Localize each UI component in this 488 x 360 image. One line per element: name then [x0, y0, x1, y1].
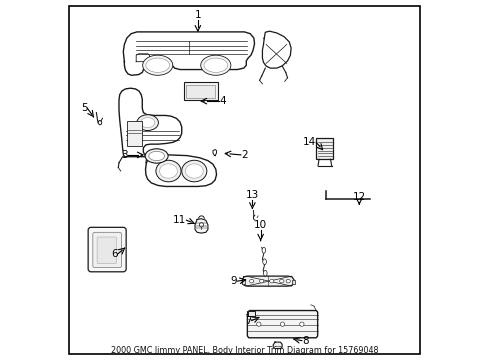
FancyBboxPatch shape	[97, 237, 116, 264]
Ellipse shape	[145, 58, 169, 72]
Text: 14: 14	[303, 138, 316, 147]
Text: 3: 3	[121, 150, 128, 160]
Ellipse shape	[142, 55, 172, 75]
FancyBboxPatch shape	[88, 227, 126, 272]
Text: 11: 11	[173, 215, 186, 225]
Ellipse shape	[145, 149, 168, 163]
Bar	[247, 311, 255, 316]
Ellipse shape	[199, 223, 203, 227]
Bar	[185, 85, 215, 98]
Ellipse shape	[256, 322, 261, 326]
Bar	[126, 121, 142, 145]
Bar	[291, 280, 294, 284]
Ellipse shape	[280, 322, 284, 326]
Ellipse shape	[262, 259, 266, 265]
Ellipse shape	[299, 322, 304, 326]
Bar	[183, 82, 217, 100]
Polygon shape	[247, 311, 317, 338]
Ellipse shape	[182, 160, 206, 182]
FancyBboxPatch shape	[93, 232, 121, 267]
Text: 6: 6	[111, 248, 118, 258]
Ellipse shape	[285, 279, 290, 283]
Ellipse shape	[262, 247, 265, 253]
Text: 10: 10	[254, 220, 266, 230]
Ellipse shape	[249, 279, 253, 283]
Ellipse shape	[148, 151, 164, 161]
Polygon shape	[242, 276, 293, 286]
Bar	[242, 280, 244, 284]
Text: 13: 13	[245, 190, 259, 200]
Ellipse shape	[259, 279, 264, 283]
Ellipse shape	[156, 160, 181, 182]
Polygon shape	[195, 219, 207, 233]
Ellipse shape	[269, 279, 273, 283]
Text: 2000 GMC Jimmy PANEL, Body Interior Trim Diagram for 15769048: 2000 GMC Jimmy PANEL, Body Interior Trim…	[110, 346, 378, 355]
Text: 1: 1	[194, 10, 201, 21]
Text: 12: 12	[352, 192, 365, 202]
Ellipse shape	[140, 118, 155, 128]
Text: 7: 7	[244, 316, 251, 325]
Text: 9: 9	[230, 276, 237, 286]
Text: 2: 2	[241, 150, 247, 160]
Ellipse shape	[159, 164, 177, 178]
Ellipse shape	[201, 55, 230, 75]
Text: 8: 8	[301, 336, 308, 346]
Ellipse shape	[185, 164, 203, 178]
Bar	[316, 138, 333, 159]
Text: 4: 4	[219, 96, 225, 106]
Ellipse shape	[263, 270, 266, 276]
Ellipse shape	[203, 58, 227, 72]
Ellipse shape	[137, 115, 158, 131]
Text: 5: 5	[81, 103, 87, 113]
Ellipse shape	[279, 279, 284, 283]
Polygon shape	[273, 342, 282, 348]
